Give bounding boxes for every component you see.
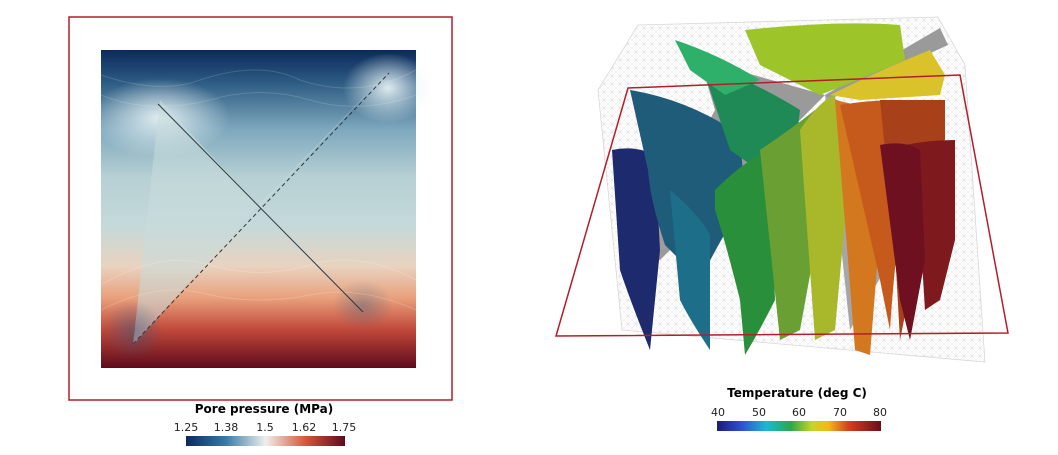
fracture-line-1 bbox=[157, 103, 364, 313]
pp-tick-4: 1.75 bbox=[332, 421, 357, 434]
domain-outline bbox=[68, 16, 453, 401]
pp-tick-1: 1.38 bbox=[214, 421, 239, 434]
pp-tick-0: 1.25 bbox=[174, 421, 199, 434]
pressure-field bbox=[90, 50, 433, 368]
t-tick-2: 60 bbox=[792, 406, 806, 419]
pore-pressure-colorbar-ticks: 1.25 1.38 1.5 1.62 1.75 bbox=[174, 421, 357, 434]
temperature-view: Temperature (deg C) 40 50 60 70 80 bbox=[554, 16, 1009, 431]
t-tick-0: 40 bbox=[711, 406, 725, 419]
t-tick-3: 70 bbox=[833, 406, 847, 419]
temperature-colorbar-title: Temperature (deg C) bbox=[727, 386, 867, 400]
t-tick-1: 50 bbox=[752, 406, 766, 419]
pore-pressure-panel: Pore pressure (MPa) 1.25 1.38 1.5 1.62 1… bbox=[0, 0, 520, 451]
domain-outline-3d bbox=[554, 74, 1009, 337]
pp-tick-3: 1.62 bbox=[292, 421, 317, 434]
t-tick-4: 80 bbox=[873, 406, 887, 419]
temperature-colorbar-ticks: 40 50 60 70 80 bbox=[711, 406, 887, 419]
pore-pressure-colorbar bbox=[186, 436, 345, 446]
fracture-sheets bbox=[612, 23, 960, 355]
pore-pressure-colorbar-title: Pore pressure (MPa) bbox=[195, 402, 333, 416]
pore-pressure-view: Pore pressure (MPa) 1.25 1.38 1.5 1.62 1… bbox=[68, 16, 453, 446]
pp-tick-2: 1.5 bbox=[256, 421, 274, 434]
fracture-line-2 bbox=[132, 72, 390, 345]
temperature-panel: Temperature (deg C) 40 50 60 70 80 bbox=[520, 0, 1058, 451]
temperature-colorbar bbox=[717, 421, 881, 431]
